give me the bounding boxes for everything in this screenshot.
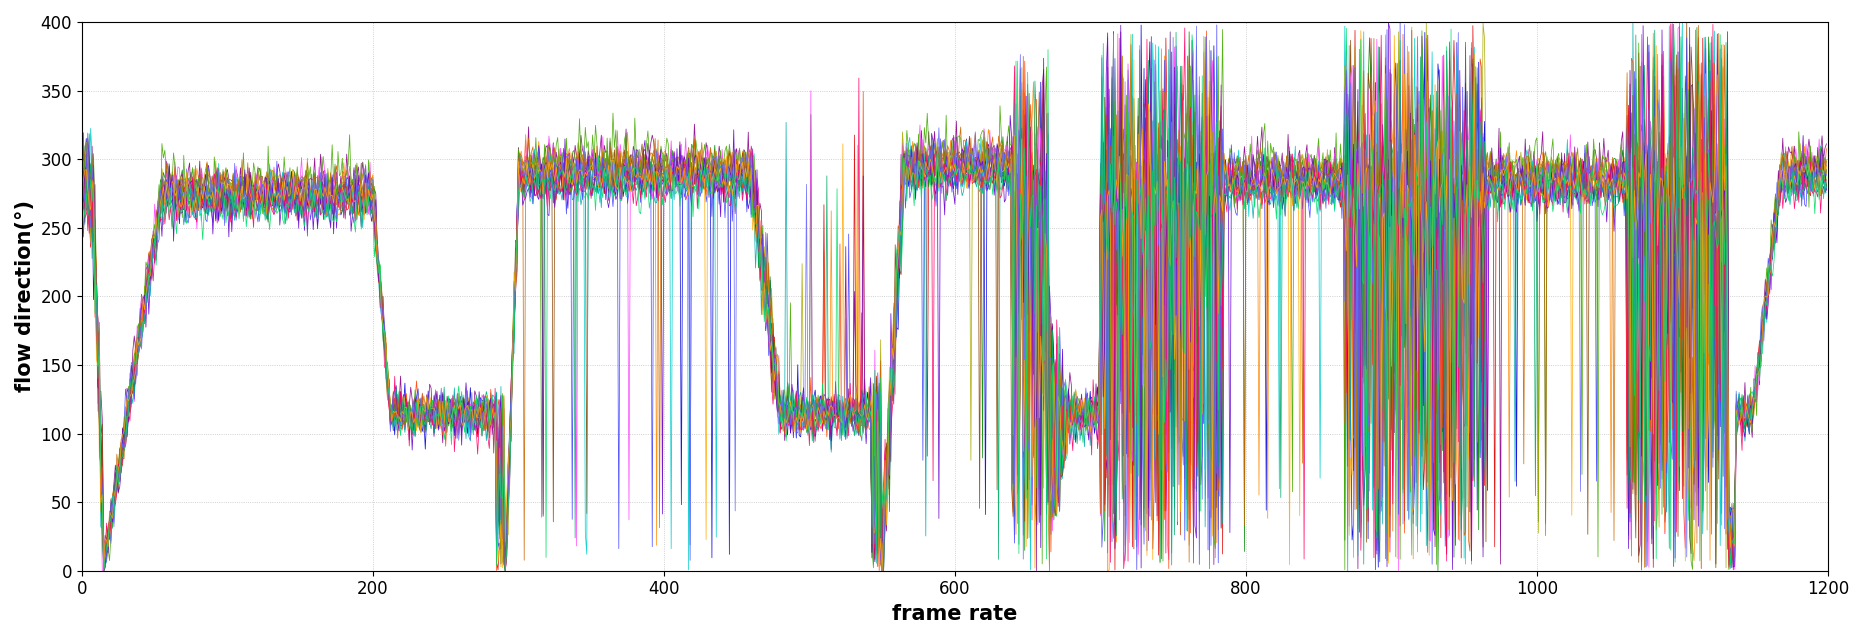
X-axis label: frame rate: frame rate (893, 604, 1018, 624)
Y-axis label: flow direction(°): flow direction(°) (15, 201, 35, 392)
